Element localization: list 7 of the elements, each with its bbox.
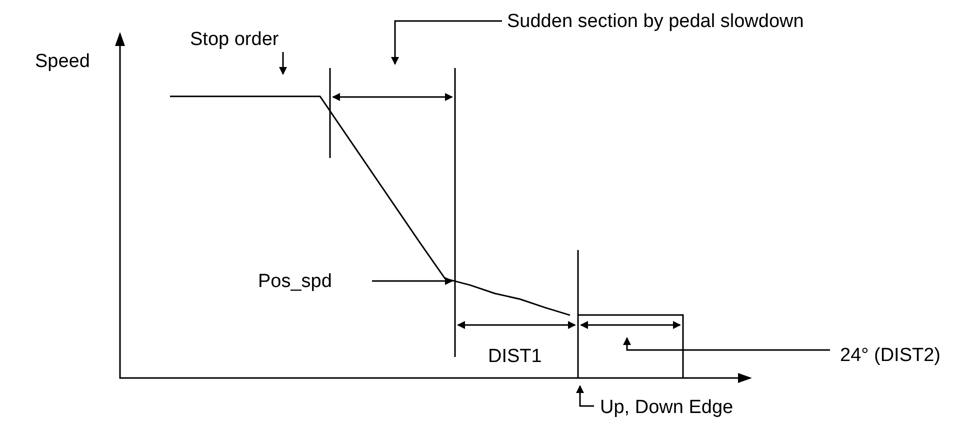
text: Sudden section by pedal slowdown bbox=[507, 11, 804, 32]
text: 24° (DIST2) bbox=[840, 345, 941, 366]
annotation: DIST1 bbox=[488, 346, 542, 367]
annotation: Pos_spd bbox=[258, 271, 332, 292]
text: Stop order bbox=[190, 29, 280, 50]
text: Up, Down Edge bbox=[600, 397, 734, 418]
y-axis-title: Speed bbox=[35, 51, 90, 72]
